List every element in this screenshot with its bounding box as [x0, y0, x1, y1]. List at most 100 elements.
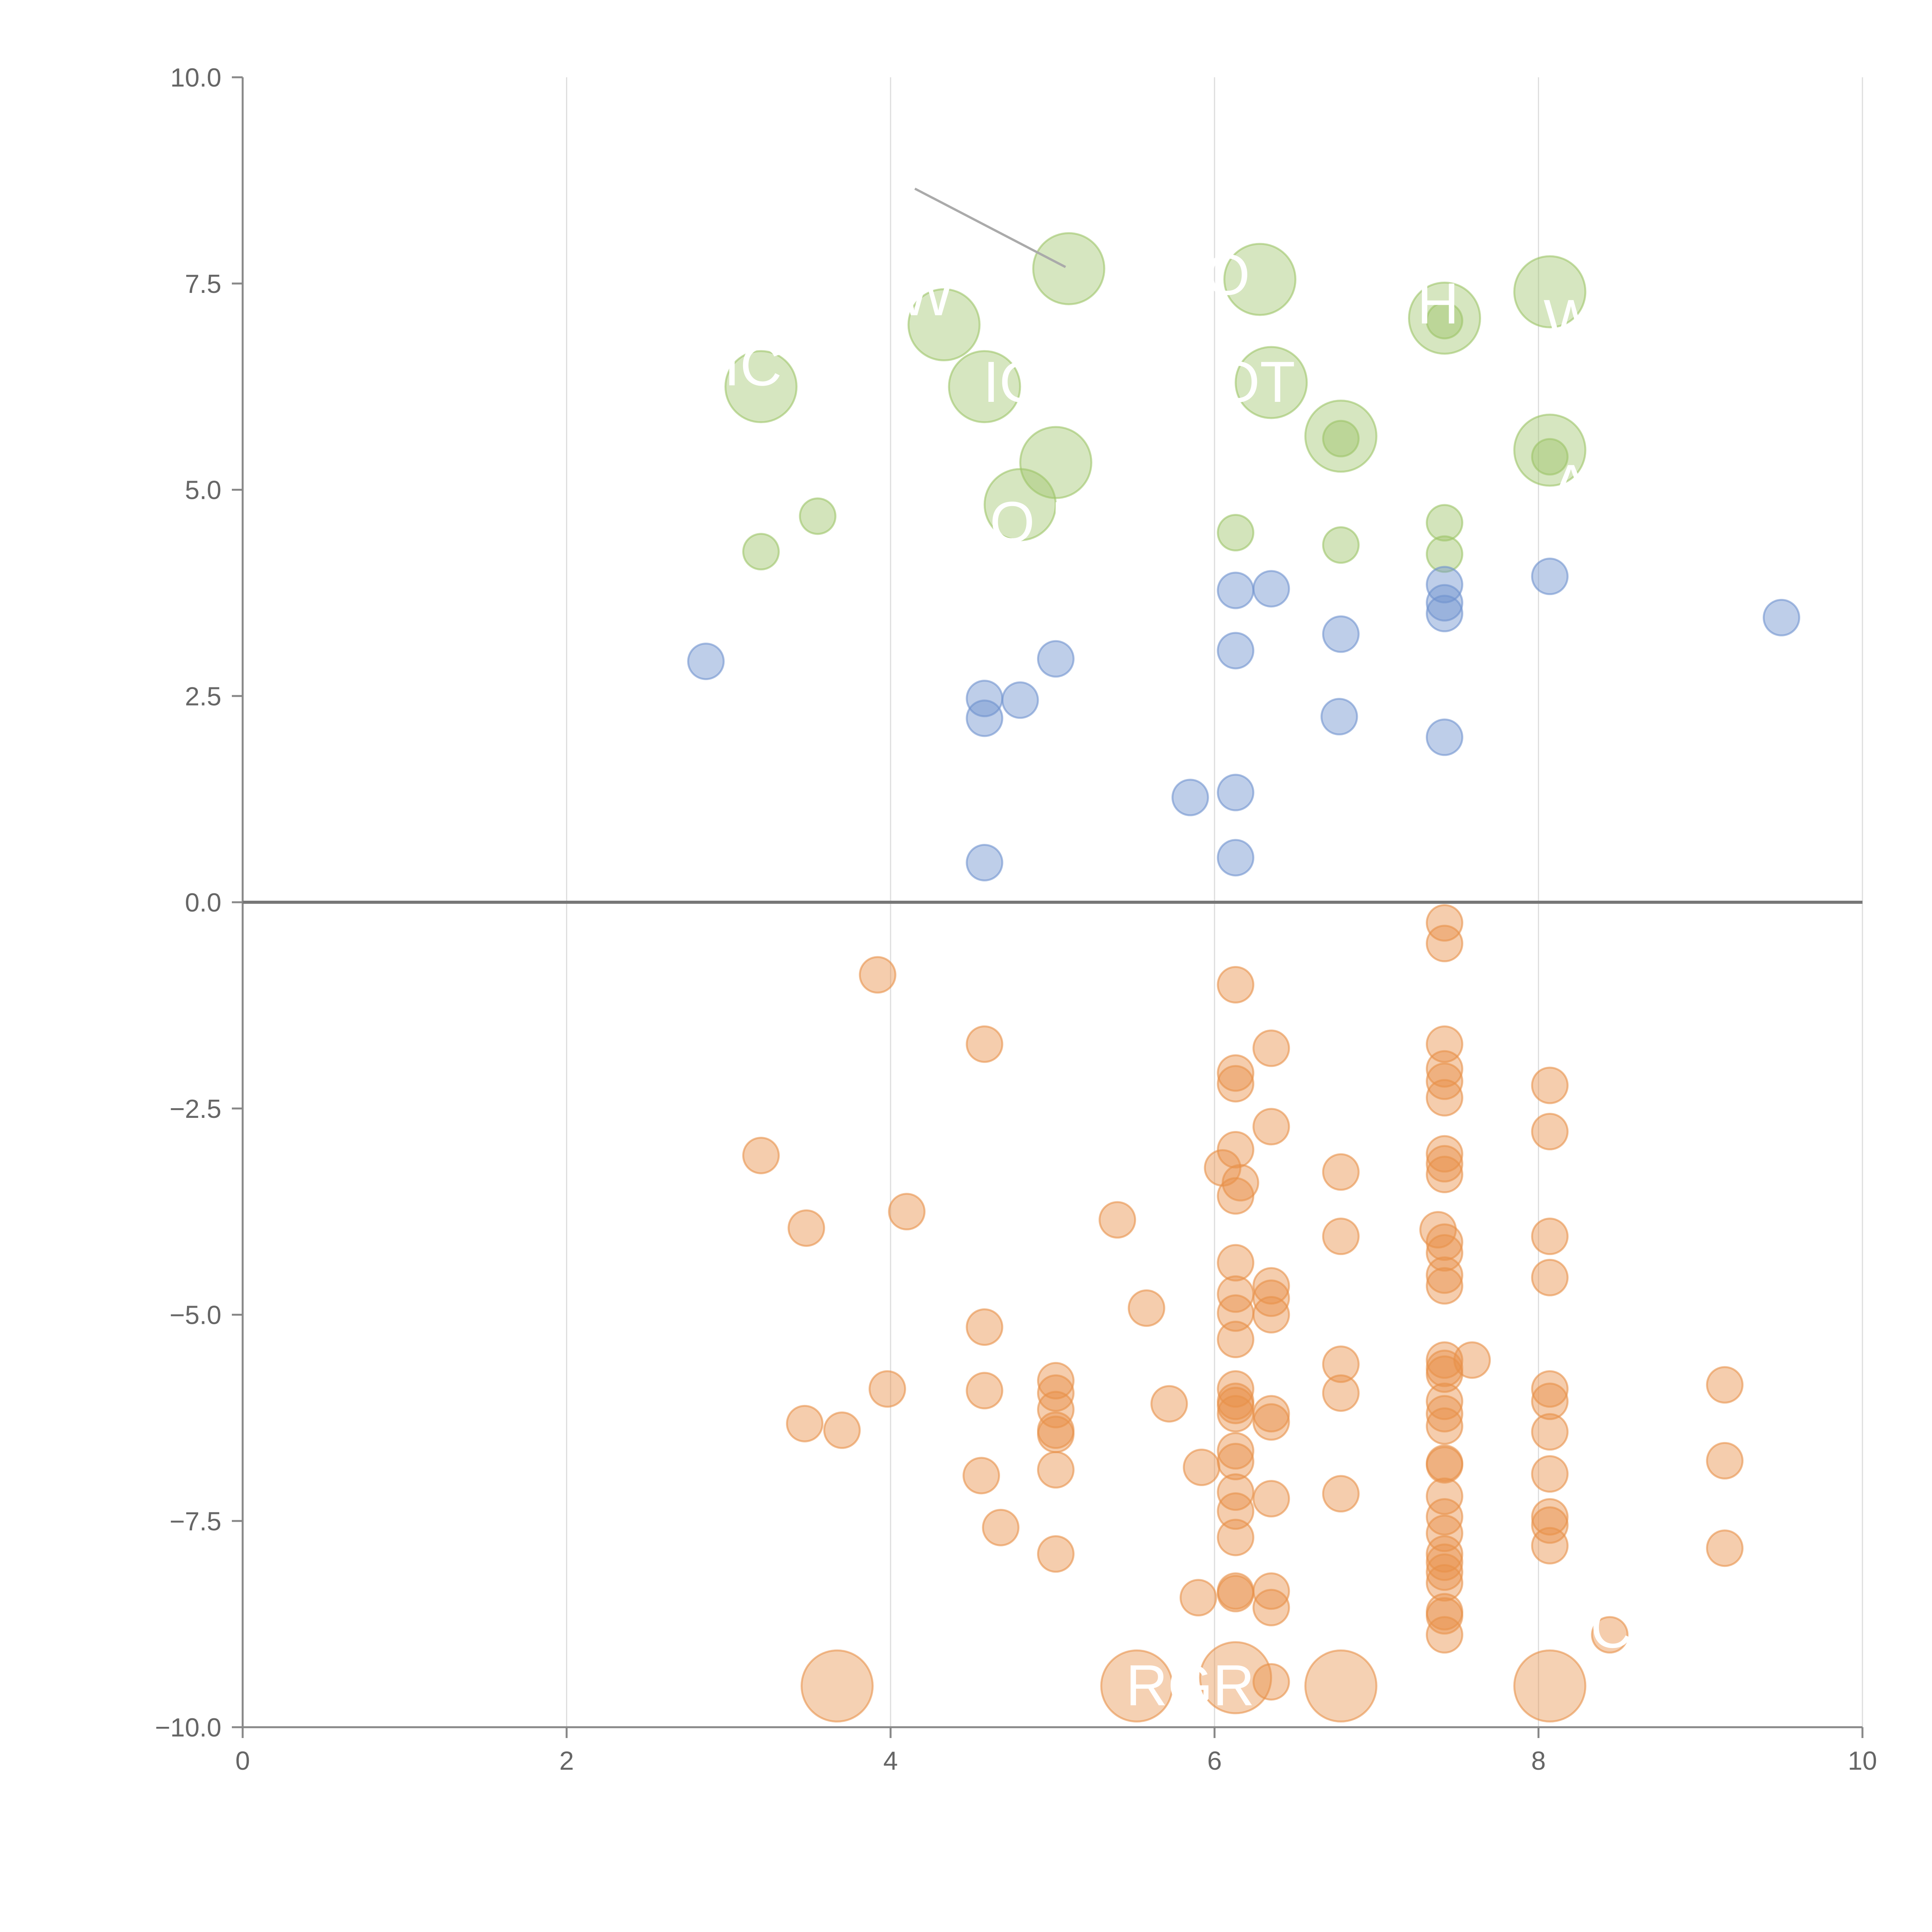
annotation-label: O — [1205, 242, 1250, 307]
orange-point — [1252, 1572, 1290, 1610]
green-point — [799, 497, 837, 535]
orange-point — [1217, 1386, 1255, 1424]
blue-point — [966, 844, 1003, 882]
orange-point — [1706, 1366, 1744, 1404]
orange-point — [1531, 1527, 1569, 1565]
annotation-label: A — [1551, 452, 1590, 517]
blue-point — [687, 643, 725, 680]
orange-point — [1217, 1432, 1255, 1470]
green-large-point — [1513, 255, 1587, 328]
orange-point — [1425, 1050, 1463, 1088]
x-tick-label: 2 — [559, 1746, 574, 1776]
annotation-label: IC — [724, 333, 782, 398]
annotation-label: IC — [983, 349, 1041, 414]
orange-point — [1419, 1211, 1457, 1249]
orange-large-point — [1304, 1649, 1378, 1723]
y-tick-label: 10.0 — [170, 63, 221, 92]
green-large-point — [724, 350, 798, 423]
y-tick-label: −2.5 — [170, 1094, 221, 1124]
orange-point — [1252, 1403, 1290, 1441]
orange-point — [1425, 1079, 1463, 1117]
y-tick-label: 2.5 — [185, 682, 221, 711]
orange-point — [1531, 1498, 1569, 1536]
orange-point — [1037, 1451, 1075, 1489]
blue-point — [966, 699, 1003, 737]
orange-point — [1531, 1370, 1569, 1408]
orange-point — [1037, 1374, 1075, 1412]
green-large-point — [1032, 232, 1105, 305]
orange-point — [1531, 1066, 1569, 1104]
blue-point — [1217, 571, 1255, 609]
orange-point — [868, 1370, 906, 1408]
annotation-layer: W O H W IC IC OT A O M RGR C — [724, 187, 1632, 1718]
annotation-label: C — [1590, 1595, 1632, 1660]
orange-large-point — [800, 1649, 874, 1723]
orange-point — [1322, 1218, 1360, 1255]
annotation-label: H — [1417, 271, 1459, 336]
y-tick-label: 0.0 — [185, 888, 221, 917]
orange-point — [1531, 1413, 1569, 1451]
orange-point — [1217, 1473, 1255, 1511]
orange-point — [1217, 1519, 1255, 1556]
orange-point — [1099, 1201, 1136, 1239]
orange-point — [1252, 1395, 1290, 1433]
orange-point — [963, 1457, 1000, 1495]
x-tick-label: 0 — [235, 1746, 250, 1776]
orange-point — [1531, 1383, 1569, 1420]
blue-point — [1320, 698, 1358, 736]
blue-point — [1252, 570, 1290, 608]
orange-point — [1425, 904, 1463, 942]
orange-point — [1217, 1054, 1255, 1092]
orange-point — [1252, 1480, 1290, 1518]
orange-point — [1531, 1506, 1569, 1544]
blue-point — [1217, 632, 1255, 670]
orange-point — [1425, 1156, 1463, 1194]
orange-point — [1531, 1259, 1569, 1296]
y-tick-label: −10.0 — [155, 1713, 221, 1742]
annotation-label: O M — [990, 490, 1099, 554]
orange-point — [1425, 925, 1463, 963]
orange-point — [982, 1509, 1020, 1546]
orange-point — [1037, 1535, 1075, 1573]
orange-point — [1425, 1341, 1463, 1379]
green-point — [742, 533, 780, 571]
points-layer — [687, 232, 1800, 1723]
orange-point — [1425, 1062, 1463, 1100]
green-point — [1217, 514, 1255, 552]
green-point — [1322, 526, 1360, 564]
orange-point — [1425, 1135, 1463, 1173]
orange-point — [888, 1193, 926, 1231]
orange-point — [966, 1372, 1003, 1410]
green-large-point — [1513, 413, 1587, 487]
orange-point — [823, 1411, 861, 1449]
green-point — [1322, 420, 1360, 457]
orange-point — [1217, 1443, 1255, 1481]
annotation-label: OT — [1215, 349, 1295, 414]
orange-point — [1425, 1543, 1463, 1581]
orange-point — [1453, 1341, 1491, 1379]
y-tick-label: 5.0 — [185, 476, 221, 505]
orange-point — [742, 1136, 780, 1174]
orange-point — [1217, 1065, 1255, 1103]
orange-point — [1179, 1579, 1217, 1617]
annotation-label: W — [1544, 287, 1599, 352]
green-large-point — [1235, 346, 1308, 419]
orange-point — [1252, 1029, 1290, 1067]
orange-point — [1425, 1145, 1463, 1183]
green-large-point — [948, 350, 1021, 423]
orange-point — [1252, 1108, 1290, 1146]
orange-point — [1217, 1244, 1255, 1282]
orange-point — [1252, 1296, 1290, 1333]
orange-point — [1322, 1475, 1360, 1513]
orange-point — [1322, 1374, 1360, 1412]
orange-point — [1217, 1492, 1255, 1530]
blue-point — [1217, 774, 1255, 811]
x-tick-label: 6 — [1207, 1746, 1222, 1776]
orange-point — [1425, 1553, 1463, 1591]
axes-layer: 0 2 4 6 8 10 −10.0 −7.5 −5.0 −2.5 0.0 2.5 5.0 7.5 10.0 — [155, 63, 1877, 1776]
orange-point — [1425, 1498, 1463, 1536]
green-point — [1425, 504, 1463, 542]
green-large-point — [983, 468, 1057, 541]
orange-point — [1425, 1446, 1463, 1484]
